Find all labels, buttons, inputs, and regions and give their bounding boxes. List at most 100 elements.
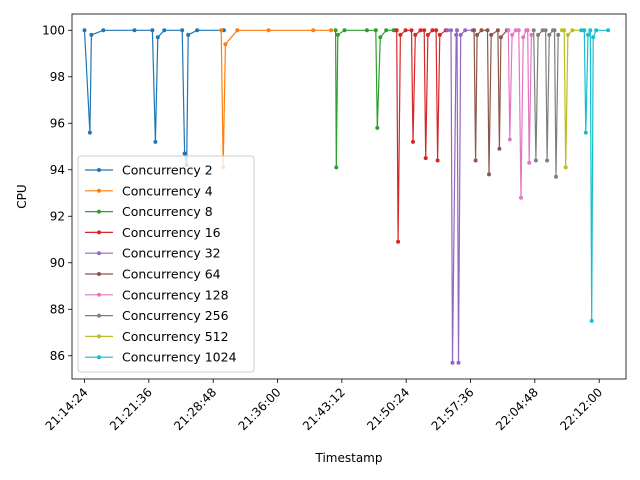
data-point (333, 28, 338, 33)
data-point (342, 28, 347, 33)
data-point (384, 28, 389, 33)
data-point (540, 28, 545, 33)
data-point (396, 239, 401, 244)
data-point (411, 139, 415, 144)
data-point (219, 28, 224, 33)
data-point (589, 318, 594, 323)
data-point (456, 360, 461, 365)
y-tick-label: 94 (50, 163, 65, 177)
data-point (311, 28, 316, 33)
data-point (422, 28, 427, 33)
data-point (527, 160, 532, 165)
legend-box (77, 155, 255, 373)
data-point (562, 28, 567, 33)
data-point (529, 32, 534, 37)
data-point (101, 28, 106, 33)
legend-marker (97, 209, 101, 214)
data-point (583, 130, 588, 135)
legend-label: Concurrency 16 (122, 225, 221, 240)
data-point (89, 32, 94, 37)
data-point (180, 28, 185, 33)
data-point (378, 35, 383, 40)
data-point (594, 28, 599, 33)
series-7 (506, 28, 534, 200)
data-point (235, 28, 240, 33)
legend-marker (97, 334, 101, 339)
legend-item: Concurrency 2 (85, 163, 213, 178)
data-point (458, 32, 463, 37)
data-point (547, 32, 552, 37)
data-point (445, 28, 450, 33)
x-axis-label: Timestamp (315, 451, 383, 465)
legend-marker (97, 272, 101, 276)
data-point (554, 174, 558, 179)
data-point (591, 35, 596, 40)
data-point (588, 28, 593, 33)
data-point (375, 125, 380, 130)
data-point (563, 165, 568, 170)
legend-item: Concurrency 4 (85, 183, 213, 198)
data-point (329, 28, 334, 33)
series-10 (579, 28, 611, 323)
legend-item: Concurrency 256 (85, 308, 229, 323)
legend-label: Concurrency 256 (122, 308, 229, 323)
data-point (434, 28, 439, 33)
data-point (565, 32, 570, 37)
legend-label: Concurrency 2 (122, 163, 213, 178)
legend-item: Concurrency 8 (85, 204, 213, 219)
series-9 (560, 28, 584, 170)
data-point (536, 32, 541, 37)
data-point (498, 35, 503, 40)
data-point (485, 28, 490, 33)
y-tick-label: 92 (50, 209, 65, 223)
data-point (364, 28, 369, 33)
data-point (552, 28, 557, 33)
data-point (334, 165, 339, 170)
data-point (437, 32, 442, 37)
legend-label: Concurrency 32 (122, 246, 221, 261)
data-point (223, 42, 228, 47)
data-point (497, 146, 502, 151)
y-tick-label: 86 (50, 349, 65, 363)
data-point (403, 28, 408, 33)
legend-marker (97, 188, 101, 193)
data-point (82, 28, 87, 33)
data-point (418, 28, 423, 33)
data-point (516, 28, 521, 33)
data-point (531, 28, 536, 33)
legend-marker (97, 251, 101, 256)
data-point (449, 28, 453, 33)
data-point (513, 28, 518, 33)
data-point (335, 32, 340, 37)
data-point (463, 28, 468, 33)
data-point (506, 28, 511, 33)
data-point (525, 28, 530, 33)
data-point (186, 32, 191, 37)
legend-marker (97, 292, 101, 297)
data-point (455, 28, 459, 33)
data-point (409, 28, 414, 33)
series-8 (531, 28, 561, 179)
data-point (398, 32, 403, 37)
data-point (423, 156, 428, 161)
legend-item: Concurrency 1024 (85, 350, 237, 365)
plot-frame (71, 13, 627, 380)
data-point (495, 28, 500, 33)
legend-marker (97, 313, 101, 318)
data-point (430, 28, 435, 33)
data-point (579, 28, 584, 33)
y-tick-label: 90 (50, 256, 65, 270)
legend-label: Concurrency 1024 (122, 350, 237, 365)
legend-item: Concurrency 16 (85, 225, 221, 240)
legend-label: Concurrency 8 (122, 204, 213, 219)
legend-label: Concurrency 4 (122, 183, 213, 198)
data-point (132, 28, 137, 33)
data-point (435, 158, 440, 163)
data-point (162, 28, 167, 33)
legend-item: Concurrency 128 (85, 287, 229, 302)
y-tick-label: 100 (42, 23, 65, 37)
data-point (519, 195, 523, 200)
data-point (510, 32, 515, 37)
data-point (150, 28, 155, 33)
data-point (394, 28, 399, 33)
